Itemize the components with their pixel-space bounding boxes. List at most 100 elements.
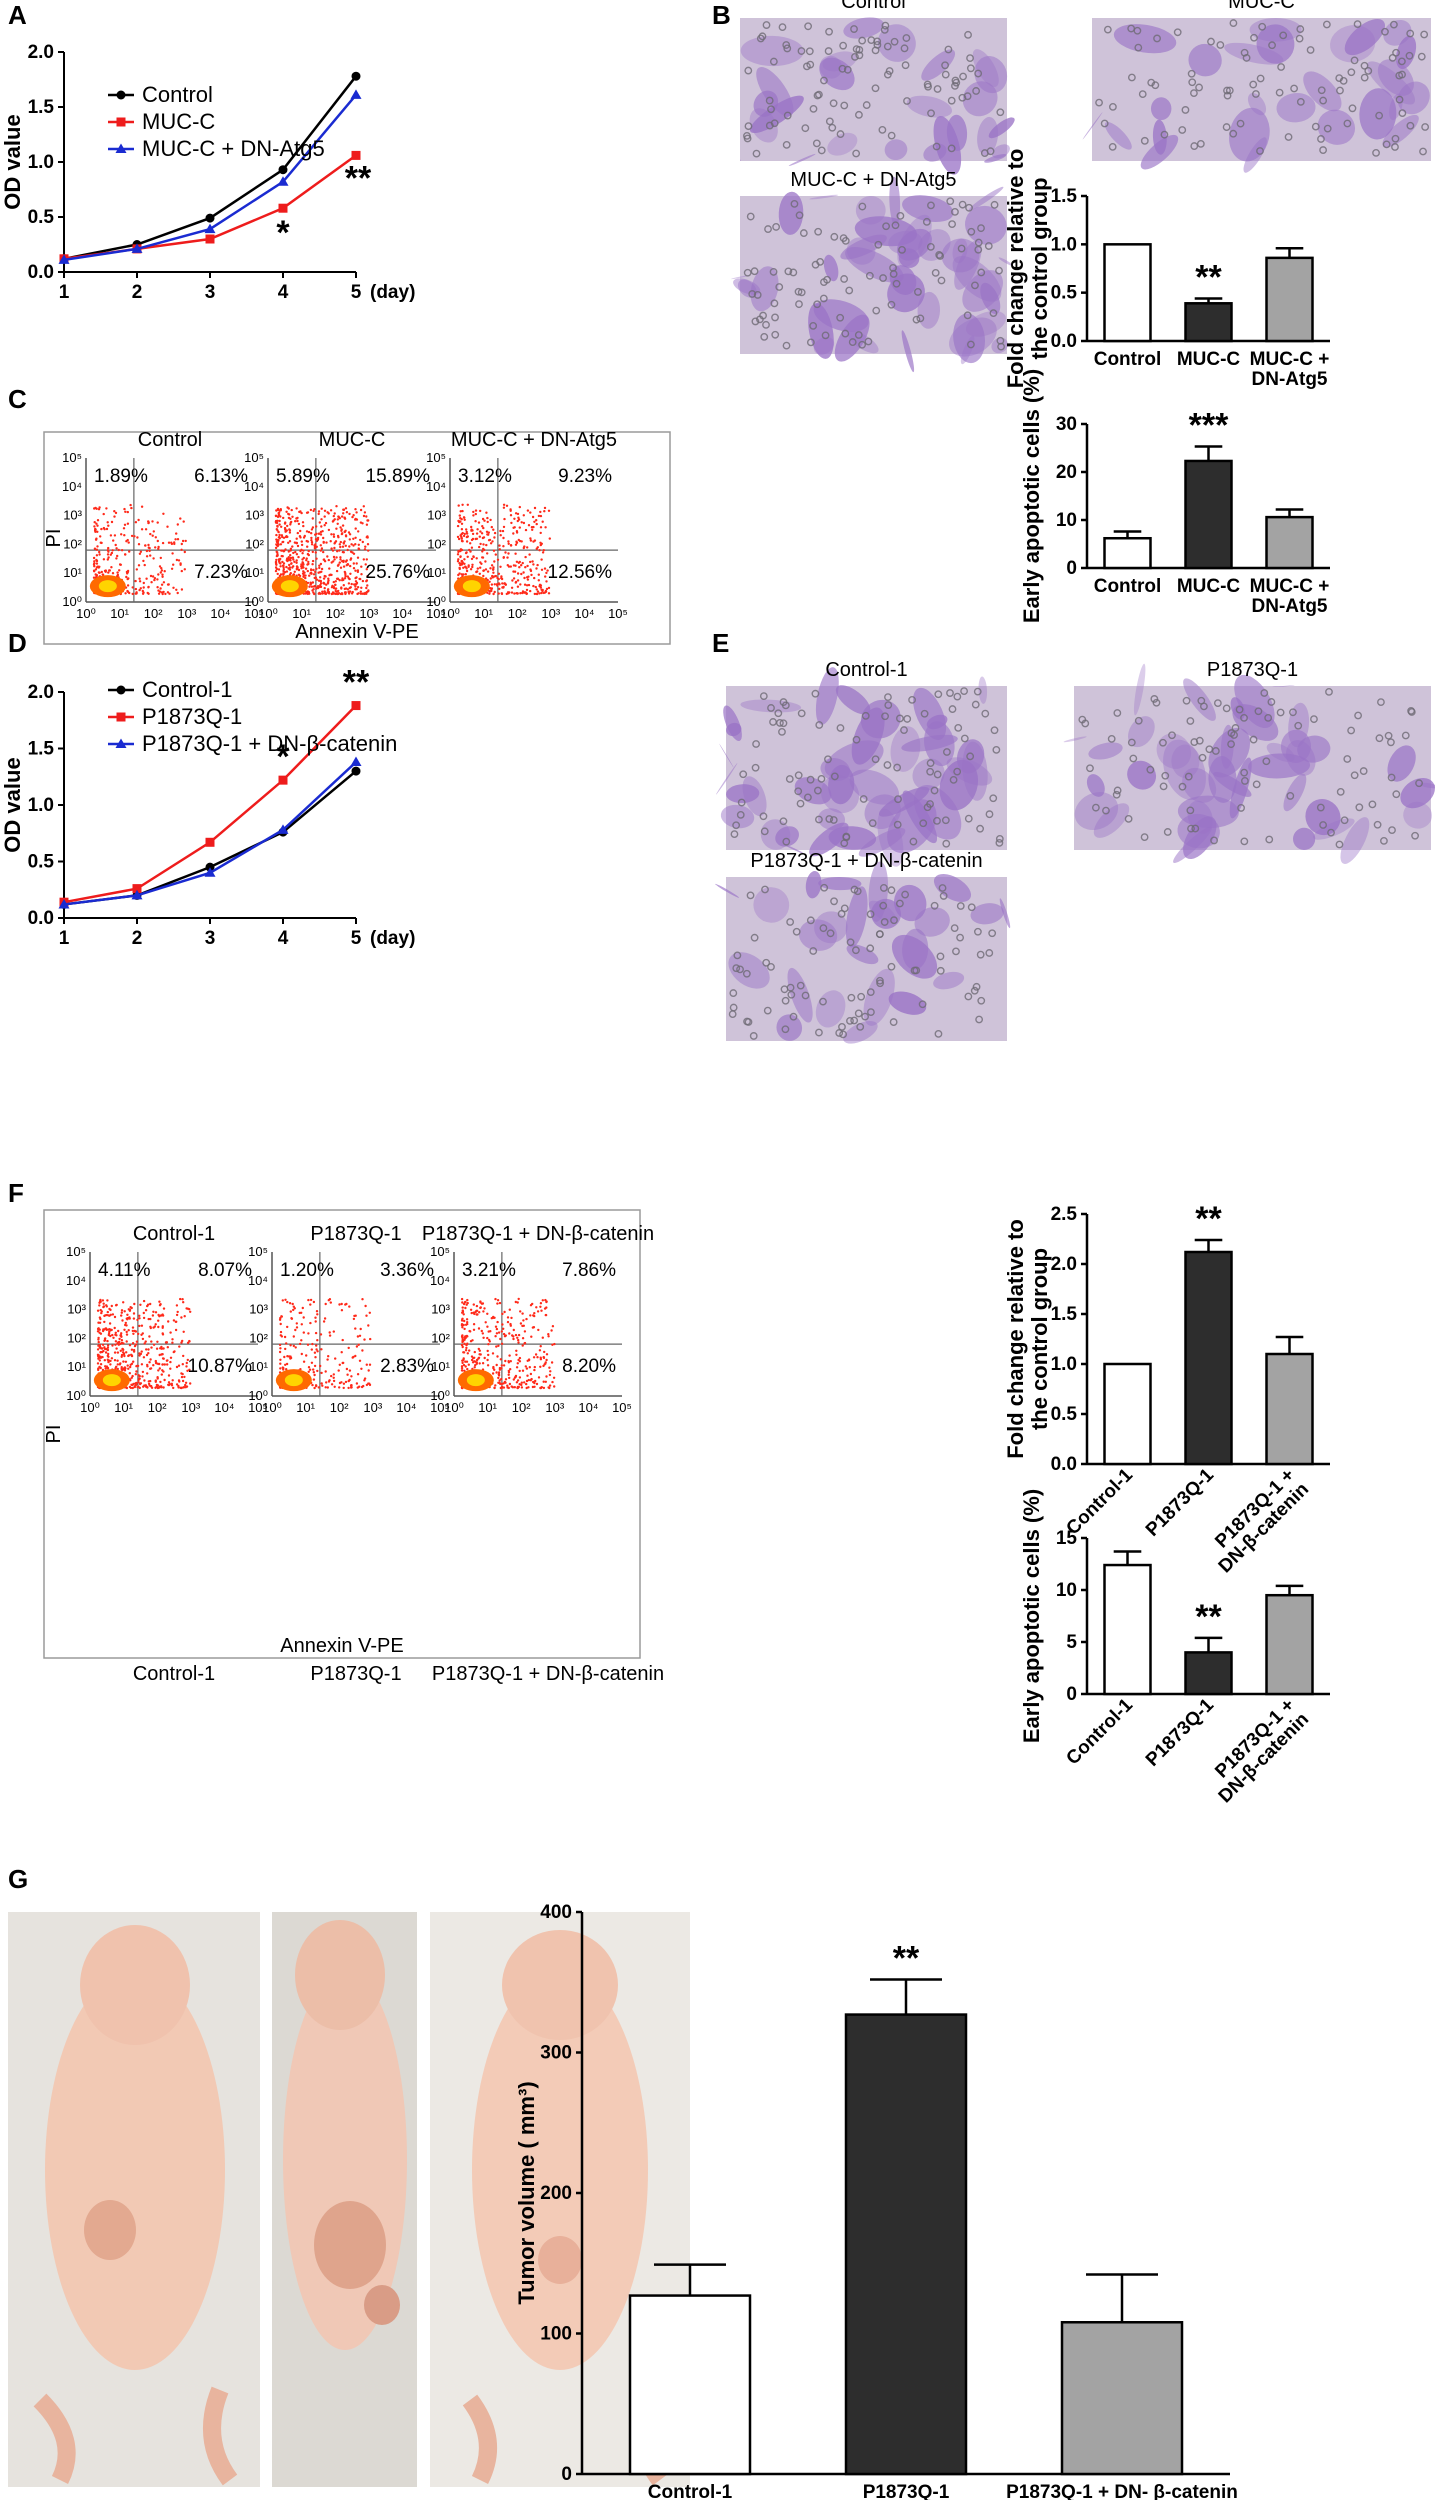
membrane-pore bbox=[893, 820, 902, 829]
membrane-pore bbox=[865, 271, 874, 280]
event-dot bbox=[109, 1313, 113, 1317]
membrane-pore bbox=[919, 819, 928, 828]
event-dot bbox=[122, 1353, 126, 1356]
event-dot bbox=[302, 556, 305, 560]
event-dot bbox=[282, 540, 285, 544]
event-dot bbox=[140, 1333, 143, 1337]
event-dot bbox=[135, 1381, 138, 1385]
event-dot bbox=[354, 585, 357, 588]
x-tick-label: P1873Q-1 + DN- β-catenin bbox=[1006, 2482, 1238, 2500]
event-dot bbox=[302, 549, 305, 552]
membrane-pore bbox=[789, 268, 798, 277]
micrograph-label: MUC-C bbox=[1228, 0, 1295, 13]
membrane-pore bbox=[1294, 721, 1303, 730]
event-dot bbox=[504, 1334, 507, 1337]
membrane-pore bbox=[1242, 54, 1251, 62]
event-dot bbox=[474, 509, 478, 512]
event-dot bbox=[178, 1345, 181, 1348]
event-dot bbox=[341, 592, 344, 596]
event-dot bbox=[281, 1366, 284, 1369]
stained-cell bbox=[845, 886, 868, 948]
event-dot bbox=[302, 536, 306, 539]
event-dot bbox=[497, 1344, 500, 1348]
event-dot bbox=[513, 517, 516, 520]
membrane-pore bbox=[1249, 80, 1258, 89]
membrane-pore bbox=[809, 947, 818, 955]
event-dot bbox=[526, 578, 530, 581]
event-dot bbox=[160, 569, 164, 572]
membrane-pore bbox=[792, 927, 801, 936]
stained-cell bbox=[819, 55, 843, 79]
legend-marker bbox=[115, 738, 127, 748]
bar bbox=[1103, 243, 1152, 343]
event-dot bbox=[496, 1355, 499, 1358]
event-dot bbox=[316, 585, 320, 588]
event-dot bbox=[149, 554, 152, 557]
event-dot bbox=[529, 1314, 532, 1317]
event-dot bbox=[141, 1370, 145, 1374]
event-dot bbox=[115, 547, 118, 550]
event-dot bbox=[502, 536, 505, 540]
stained-cell bbox=[991, 144, 1010, 159]
event-dot bbox=[274, 560, 278, 564]
membrane-pore bbox=[1190, 142, 1199, 150]
event-dot bbox=[349, 572, 352, 575]
flow-x-tick: 10² bbox=[326, 606, 345, 621]
event-dot bbox=[337, 515, 340, 518]
event-dot bbox=[515, 1381, 519, 1384]
event-dot bbox=[149, 1325, 152, 1329]
membrane-pore bbox=[795, 211, 804, 220]
data-point bbox=[58, 254, 70, 264]
event-dot bbox=[149, 574, 153, 578]
membrane-pore bbox=[942, 839, 951, 848]
membrane-pore bbox=[852, 149, 861, 158]
event-dot bbox=[295, 541, 298, 545]
event-dot bbox=[327, 1380, 331, 1383]
membrane-pore bbox=[1411, 831, 1419, 840]
event-dot bbox=[276, 525, 279, 528]
event-dot bbox=[482, 536, 486, 539]
event-dot bbox=[125, 1324, 128, 1327]
y-tick-label: 10 bbox=[1056, 1580, 1077, 1601]
event-dot bbox=[148, 546, 151, 550]
flow-y-tick: 10² bbox=[63, 536, 82, 551]
event-dot bbox=[498, 1301, 502, 1305]
event-dot bbox=[360, 1367, 363, 1371]
event-dot bbox=[124, 592, 127, 595]
membrane-pore bbox=[933, 85, 942, 93]
event-dot bbox=[467, 565, 470, 568]
y-axis-label: the control group bbox=[1027, 177, 1052, 359]
event-dot bbox=[485, 543, 488, 547]
data-point bbox=[205, 234, 215, 244]
event-dot bbox=[319, 583, 322, 587]
event-dot bbox=[103, 1337, 107, 1341]
event-dot bbox=[362, 505, 365, 508]
flow-y-tick: 10² bbox=[67, 1330, 86, 1345]
membrane-pore bbox=[782, 140, 791, 149]
membrane-pore bbox=[990, 726, 999, 735]
x-tick-label: MUC-C + bbox=[1250, 576, 1330, 597]
event-dot bbox=[107, 556, 110, 559]
membrane-pore bbox=[850, 885, 859, 894]
event-dot bbox=[482, 543, 485, 546]
event-dot bbox=[461, 1306, 464, 1309]
flow-plot: Control-14.11% 8.07%10.87%10⁰10⁰10¹10¹10²… bbox=[66, 1223, 268, 1415]
event-dot bbox=[183, 1315, 186, 1318]
event-dot bbox=[544, 1313, 548, 1317]
membrane-pore bbox=[927, 201, 935, 210]
flow-x-tick: 10² bbox=[330, 1400, 349, 1415]
event-dot bbox=[534, 585, 537, 589]
event-dot bbox=[552, 1376, 556, 1380]
membrane-pore bbox=[748, 290, 757, 298]
flow-y-tick: 10² bbox=[427, 536, 446, 551]
event-dot bbox=[310, 1348, 313, 1351]
membrane-pore bbox=[864, 337, 873, 346]
membrane-pore bbox=[733, 951, 742, 960]
event-dot bbox=[488, 1340, 491, 1343]
event-dot bbox=[186, 1341, 190, 1345]
significance-marker: ** bbox=[893, 1939, 920, 1977]
event-dot bbox=[329, 1301, 332, 1304]
event-dot bbox=[486, 1349, 489, 1353]
event-dot bbox=[285, 565, 288, 569]
flow-x-tick: 10¹ bbox=[478, 1400, 497, 1415]
